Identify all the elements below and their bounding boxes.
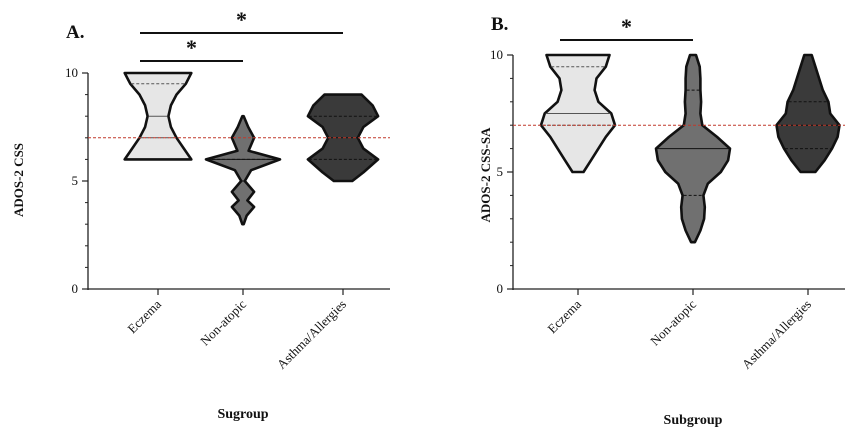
- panel-letter: A.: [66, 22, 84, 43]
- significance-star: *: [186, 35, 197, 60]
- y-axis-label: ADOS-2 CSS-SA: [478, 127, 493, 223]
- x-tick-label: Eczema: [124, 296, 164, 336]
- panel-letter: B.: [491, 14, 508, 35]
- y-tick-label: 10: [490, 47, 503, 62]
- panel-a: A. 0 5 10 ADOS-2 CSS Sugroup Eczema Non-atopic A…: [11, 7, 390, 422]
- x-tick-label: Non-atopic: [197, 296, 249, 348]
- y-tick-label: 0: [497, 281, 504, 296]
- x-tick-label: Eczema: [544, 296, 584, 336]
- y-tick-label: 5: [72, 173, 79, 188]
- significance-star: *: [236, 7, 247, 32]
- significance-star: *: [621, 14, 632, 39]
- x-tick-label: Non-atopic: [647, 296, 699, 348]
- y-tick-label: 0: [72, 281, 79, 296]
- x-axis-label: Subgroup: [664, 413, 723, 428]
- x-tick-label: Asthma/Allergies: [739, 297, 814, 372]
- violin-non-atopic: [204, 114, 282, 226]
- panel-b: B. 0 5 10 ADOS-2 CSS-SA Subgroup Eczema Non-ato…: [478, 14, 845, 428]
- y-tick-label: 5: [497, 164, 504, 179]
- y-axis-label: ADOS-2 CSS: [11, 143, 26, 217]
- x-tick-label: Asthma/Allergies: [274, 297, 349, 372]
- x-axis-label: Sugroup: [217, 407, 268, 422]
- y-tick-label: 10: [65, 65, 78, 80]
- violin-asthma-allergies: [775, 53, 841, 174]
